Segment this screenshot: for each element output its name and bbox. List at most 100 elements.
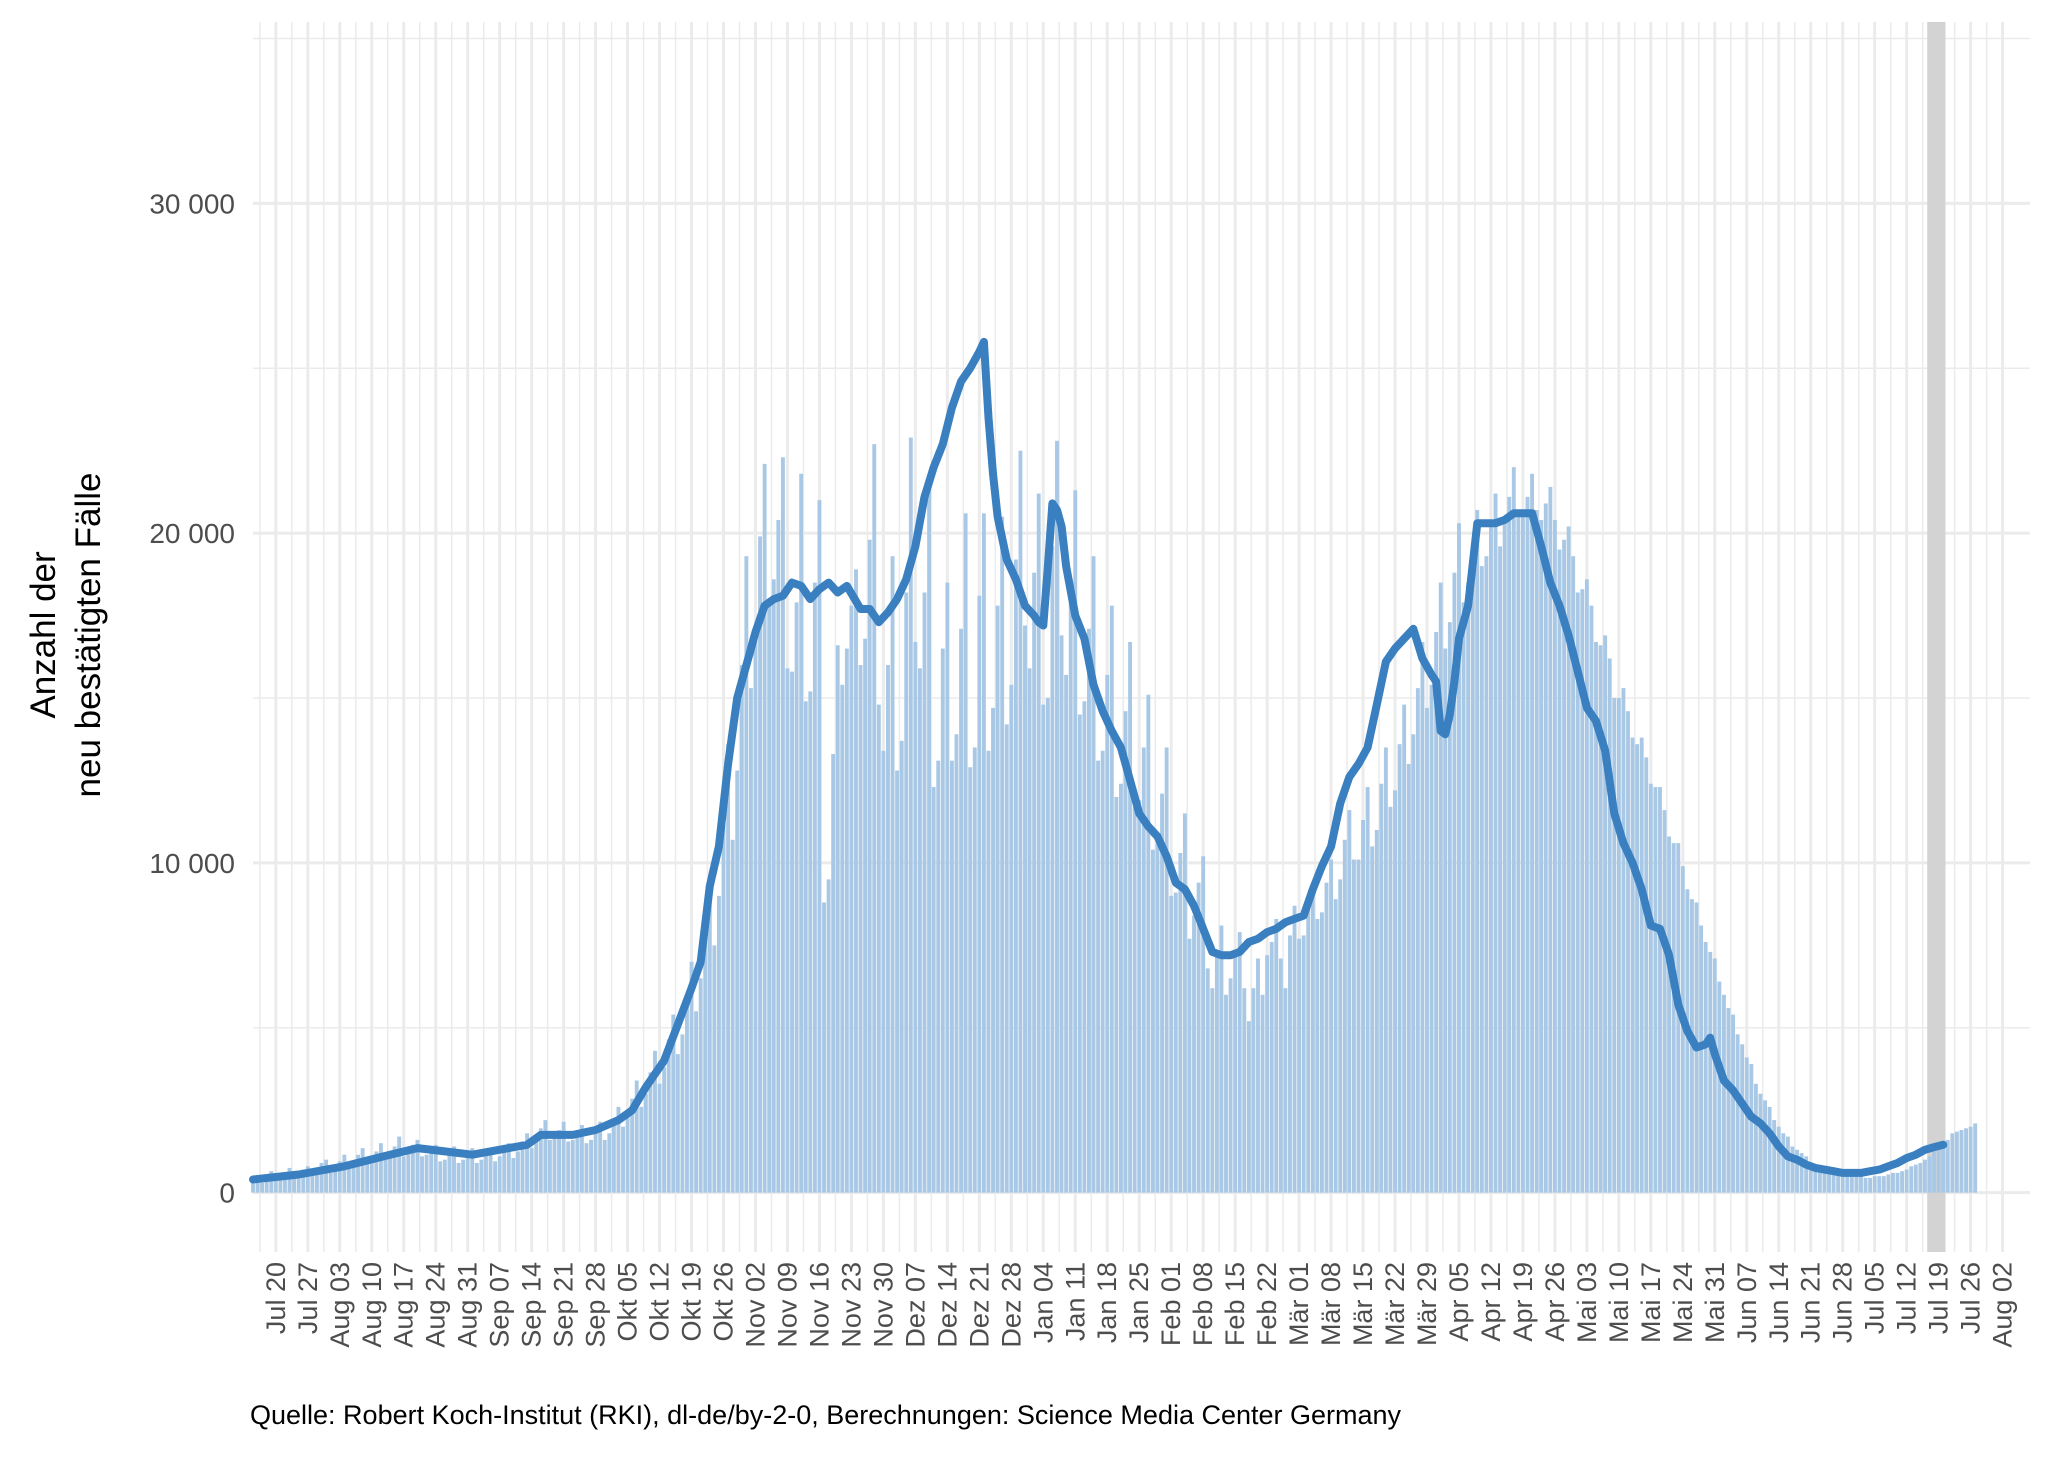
grid-lines	[253, 22, 2030, 1252]
bar	[479, 1159, 484, 1193]
bar	[1402, 704, 1407, 1193]
bar	[1950, 1133, 1955, 1193]
bar	[739, 665, 744, 1193]
x-tick-label: Sep 07	[485, 1262, 515, 1348]
bar	[812, 582, 817, 1193]
bar	[1073, 490, 1078, 1193]
bar	[470, 1148, 475, 1193]
bar	[899, 740, 904, 1193]
bar	[1534, 510, 1539, 1193]
bar	[1703, 942, 1708, 1193]
bar	[639, 1106, 644, 1193]
bar	[1594, 641, 1598, 1193]
bar	[1041, 704, 1046, 1193]
bar	[653, 1050, 657, 1193]
bar	[525, 1133, 530, 1193]
bar	[621, 1126, 625, 1193]
bar	[547, 1139, 552, 1193]
bar	[1036, 493, 1041, 1193]
y-tick-label: 0	[219, 1178, 235, 1209]
bar	[1347, 810, 1352, 1193]
incomplete-data-shade	[1927, 22, 1946, 1252]
bar	[1447, 622, 1452, 1193]
bar	[1571, 556, 1576, 1193]
bar	[1904, 1169, 1909, 1193]
bar	[1735, 1034, 1740, 1193]
bar	[1795, 1149, 1799, 1193]
bar	[1443, 648, 1448, 1193]
bar	[1379, 783, 1384, 1193]
bar	[1726, 1007, 1731, 1193]
bar	[977, 595, 982, 1193]
bar	[1598, 645, 1603, 1193]
bar	[429, 1149, 434, 1193]
bar	[1342, 839, 1347, 1193]
bar	[1050, 546, 1055, 1193]
bar	[1607, 658, 1612, 1193]
bar	[1082, 701, 1087, 1193]
bar	[557, 1129, 562, 1193]
bar	[959, 628, 964, 1193]
bar	[410, 1144, 415, 1193]
bar	[780, 457, 785, 1193]
bar	[264, 1176, 269, 1193]
x-tick-label: Jul 05	[1860, 1262, 1890, 1334]
x-tick-label: Dez 14	[932, 1262, 962, 1348]
bar	[378, 1143, 383, 1193]
bar	[918, 668, 922, 1193]
bar	[1201, 856, 1206, 1193]
x-tick-label: Nov 23	[836, 1262, 866, 1348]
x-tick-label: Okt 05	[613, 1262, 643, 1342]
bar	[1105, 674, 1110, 1193]
bar	[1087, 628, 1091, 1193]
bar	[744, 556, 749, 1193]
bar	[1516, 513, 1521, 1193]
x-tick-label: Jul 26	[1956, 1262, 1986, 1334]
bar	[1580, 589, 1585, 1193]
x-tick-label: Jul 20	[261, 1262, 291, 1334]
x-tick-label: Mär 22	[1380, 1262, 1410, 1346]
bar	[1767, 1106, 1772, 1193]
bar	[817, 500, 822, 1193]
x-tick-label: Jul 19	[1924, 1262, 1954, 1334]
bar	[461, 1159, 466, 1193]
bar	[1224, 994, 1228, 1193]
x-tick-label: Mai 10	[1604, 1262, 1634, 1343]
bar	[1685, 889, 1690, 1193]
bar	[648, 1072, 653, 1193]
bar	[534, 1141, 539, 1193]
bar	[1146, 694, 1151, 1193]
bar	[1552, 519, 1557, 1193]
bar	[589, 1139, 593, 1193]
x-tick-label: Sep 14	[517, 1262, 547, 1348]
bar	[1214, 951, 1219, 1193]
bar	[1027, 668, 1032, 1193]
bar	[1315, 918, 1320, 1193]
bar	[1461, 602, 1466, 1193]
bar	[566, 1141, 571, 1193]
bar	[1055, 440, 1059, 1193]
bar	[1772, 1120, 1777, 1193]
bar	[1667, 836, 1672, 1193]
bar	[561, 1121, 566, 1193]
bar	[657, 1083, 662, 1193]
bar	[1813, 1164, 1818, 1193]
bar	[1032, 572, 1037, 1193]
x-tick-label: Okt 19	[677, 1262, 707, 1342]
bar	[1178, 852, 1183, 1193]
x-tick-label: Feb 22	[1252, 1262, 1282, 1346]
bar	[1731, 1014, 1736, 1193]
bar	[1370, 846, 1375, 1193]
x-tick-label: Aug 31	[453, 1262, 483, 1348]
bar	[634, 1080, 639, 1193]
x-tick-label: Dez 28	[996, 1262, 1026, 1348]
bar	[593, 1129, 598, 1193]
bar	[685, 998, 689, 1193]
bar	[1603, 635, 1608, 1193]
bar	[854, 569, 858, 1193]
bar	[1562, 539, 1566, 1193]
bar	[1744, 1057, 1749, 1193]
bar	[287, 1167, 292, 1193]
bar	[1881, 1176, 1886, 1193]
bar	[717, 895, 721, 1193]
